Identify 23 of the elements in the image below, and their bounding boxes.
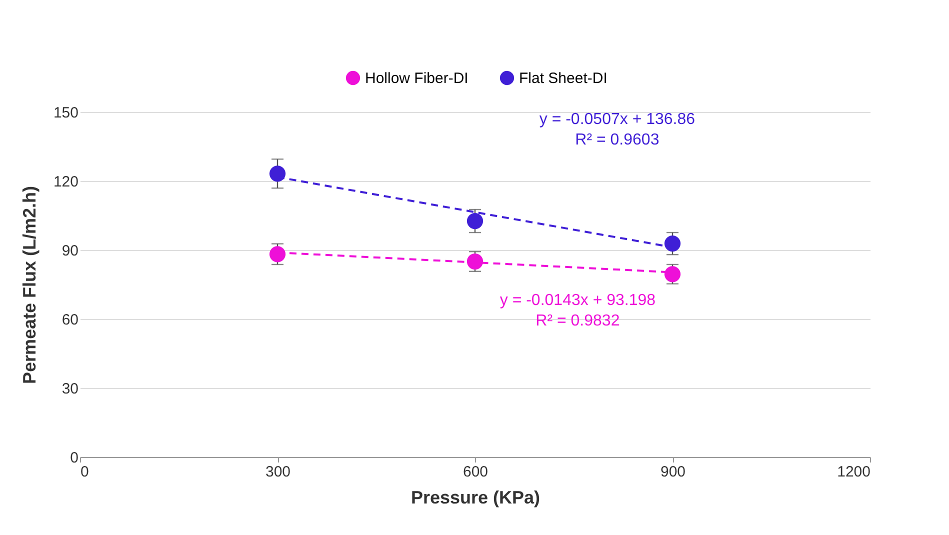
point <box>466 212 484 230</box>
y-tick-label: 120 <box>53 174 78 190</box>
y-tick-label: 0 <box>70 450 78 466</box>
point <box>269 166 286 182</box>
y-tick-label: 30 <box>62 380 78 398</box>
y-tick-label: 90 <box>62 242 78 260</box>
x-tick-label: 300 <box>265 464 291 480</box>
x-tick-label: 600 <box>462 464 488 480</box>
annotation: y = -0.0143x + 93.198 <box>500 292 656 310</box>
x-tick-label: 1200 <box>837 464 870 480</box>
point <box>269 246 286 262</box>
x-tick-label: 900 <box>660 464 686 480</box>
annotation: R² = 0.9832 <box>536 312 620 330</box>
x-tick-label: 0 <box>80 464 89 480</box>
annotation: R² = 0.9603 <box>575 132 660 149</box>
legend-label: Flat Sheet-DI <box>519 70 608 87</box>
y-tick-label: 60 <box>62 312 78 328</box>
y-tick-label: 150 <box>53 104 78 122</box>
annotation: y = -0.0507x + 136.86 <box>539 110 696 128</box>
x-axis-title: Pressure (KPa) <box>410 488 540 508</box>
y-axis-title: Permeate Flux (L/m2.h) <box>19 186 40 384</box>
point <box>664 236 681 252</box>
legend-label: Hollow Fiber-DI <box>365 70 468 87</box>
